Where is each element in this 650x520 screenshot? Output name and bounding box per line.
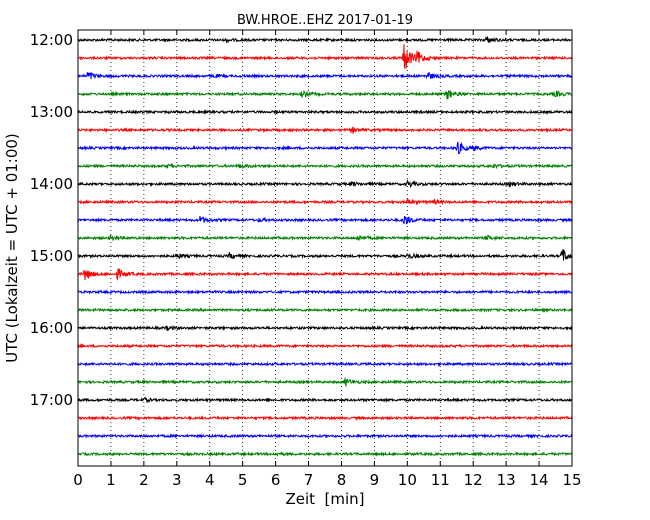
trace-1615 [77,343,573,349]
x-tick-label: 4 [205,471,215,489]
trace-1300 [77,109,573,116]
plot-frame [77,29,573,467]
trace-1700 [77,396,573,404]
x-tick-label: 10 [398,471,417,489]
x-tick-label: 11 [431,471,450,489]
trace-1630 [77,361,573,367]
y-tick-label: 12:00 [30,31,73,49]
y-axis-ticks: 12:00 13:00 14:00 15:00 16:00 17:00 [30,31,572,409]
trace-1515 [77,268,573,281]
trace-1430 [77,216,573,225]
x-tick-label: 5 [238,471,248,489]
x-axis-label: Zeit [min] [285,490,364,508]
trace-1730 [77,433,573,439]
trace-1245 [77,90,573,100]
x-tick-label: 6 [271,471,281,489]
trace-1715 [77,415,573,421]
x-tick-label: 9 [370,471,380,489]
trace-1500 [77,248,573,261]
trace-1545 [77,307,573,313]
x-tick-label: 2 [139,471,149,489]
trace-1315 [77,126,573,134]
trace-1415 [77,197,573,206]
trace-1445 [77,234,573,242]
trace-group [77,35,573,458]
y-axis-label: UTC (Lokalzeit = UTC + 01:00) [3,133,21,363]
trace-1400 [77,179,573,189]
trace-1645 [77,377,573,388]
y-tick-label: 15:00 [30,247,73,265]
chart-title: BW.HROE..EHZ 2017-01-19 [237,13,413,28]
x-tick-label: 0 [73,471,83,489]
trace-1745 [77,451,573,458]
x-tick-label: 8 [337,471,347,489]
x-tick-label: 15 [562,471,581,489]
x-tick-label: 14 [530,471,549,489]
trace-1345 [77,162,573,170]
y-tick-label: 13:00 [30,103,73,121]
trace-1200 [77,35,573,44]
trace-1330 [77,141,573,154]
y-tick-label: 14:00 [30,175,73,193]
x-tick-label: 13 [497,471,516,489]
x-tick-label: 12 [464,471,483,489]
vertical-grid [110,30,540,466]
x-tick-label: 1 [106,471,116,489]
x-tick-label: 7 [304,471,314,489]
trace-1230 [77,72,573,80]
x-tick-label: 3 [172,471,182,489]
trace-1215 [77,44,573,69]
trace-1600 [77,324,573,332]
y-tick-label: 17:00 [30,391,73,409]
trace-1530 [77,289,573,295]
y-tick-label: 16:00 [30,319,73,337]
x-axis-ticks: 0 1 2 3 4 5 6 7 8 9 10 11 12 13 14 15 [73,30,582,489]
